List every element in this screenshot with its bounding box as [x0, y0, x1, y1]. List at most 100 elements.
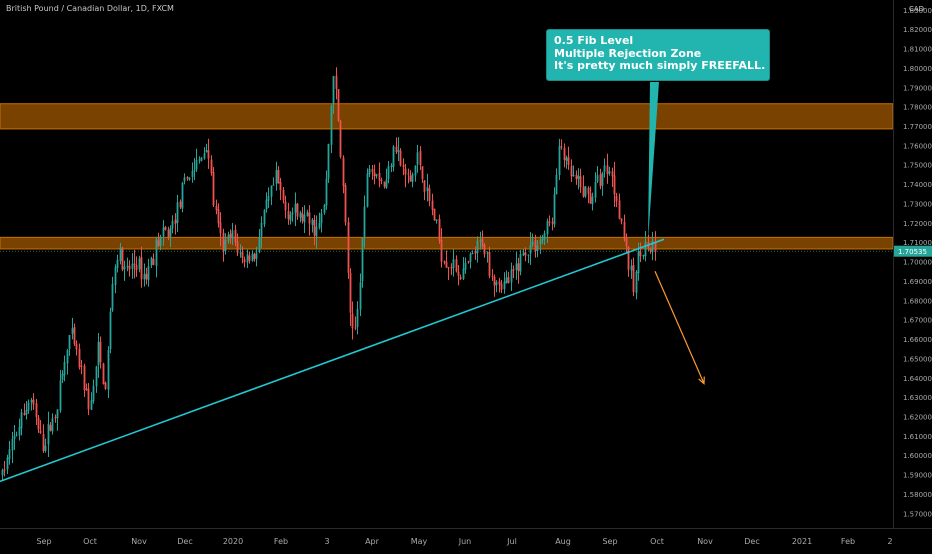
candle-body[interactable] — [87, 388, 90, 410]
candle-body[interactable] — [426, 187, 429, 191]
candle-body[interactable] — [579, 176, 582, 188]
candle-body[interactable] — [35, 403, 38, 418]
candle-body[interactable] — [275, 170, 278, 184]
candle-body[interactable] — [128, 265, 131, 270]
candle-body[interactable] — [452, 259, 455, 268]
candle-body[interactable] — [541, 238, 544, 241]
resistance-zone-2[interactable] — [0, 236, 894, 250]
candle-body[interactable] — [440, 239, 443, 262]
candle-body[interactable] — [162, 227, 165, 237]
candle-body[interactable] — [287, 211, 290, 220]
candle-body[interactable] — [227, 234, 230, 242]
candle-body[interactable] — [47, 423, 50, 445]
candle-body[interactable] — [325, 178, 328, 206]
candle-body[interactable] — [32, 399, 35, 405]
candle-body[interactable] — [546, 221, 549, 235]
candle-body[interactable] — [243, 259, 246, 263]
candle-body[interactable] — [150, 257, 153, 266]
candle-body[interactable] — [207, 150, 210, 159]
candle-body[interactable] — [143, 274, 146, 280]
candle-body[interactable] — [119, 247, 122, 262]
candle-body[interactable] — [368, 168, 371, 174]
candle-body[interactable] — [140, 257, 143, 280]
candle-body[interactable] — [68, 335, 71, 350]
candle-body[interactable] — [95, 366, 98, 387]
candle-body[interactable] — [78, 348, 81, 368]
candle-body[interactable] — [236, 241, 239, 253]
candle-body[interactable] — [515, 263, 518, 270]
candle-body[interactable] — [594, 182, 597, 198]
candle-body[interactable] — [531, 241, 534, 246]
candle-body[interactable] — [481, 238, 484, 247]
candle-body[interactable] — [8, 449, 11, 459]
candle-body[interactable] — [282, 189, 285, 201]
candle-body[interactable] — [354, 327, 357, 329]
candle-body[interactable] — [253, 254, 256, 260]
candle-body[interactable] — [176, 202, 179, 223]
candle-body[interactable] — [107, 349, 110, 390]
candle-body[interactable] — [54, 417, 57, 419]
candle-body[interactable] — [498, 281, 501, 285]
candle-body[interactable] — [543, 233, 546, 240]
candle-body[interactable] — [615, 195, 618, 202]
candle-body[interactable] — [59, 380, 62, 411]
candle-body[interactable] — [395, 146, 398, 153]
candle-body[interactable] — [378, 172, 381, 181]
candle-body[interactable] — [193, 169, 196, 171]
candle-body[interactable] — [306, 212, 309, 217]
candle-body[interactable] — [174, 219, 177, 224]
candle-body[interactable] — [1, 470, 4, 476]
candle-body[interactable] — [20, 412, 23, 429]
candle-body[interactable] — [335, 75, 338, 89]
candle-body[interactable] — [234, 229, 237, 243]
candle-body[interactable] — [359, 282, 362, 310]
candle-body[interactable] — [169, 228, 172, 237]
candle-body[interactable] — [512, 269, 515, 271]
candle-body[interactable] — [471, 252, 474, 254]
candle-body[interactable] — [534, 240, 537, 251]
candle-body[interactable] — [231, 230, 234, 239]
candle-body[interactable] — [433, 208, 436, 221]
candle-body[interactable] — [145, 273, 148, 280]
candle-body[interactable] — [635, 271, 638, 293]
candle-body[interactable] — [491, 275, 494, 277]
candle-body[interactable] — [527, 254, 530, 256]
candle-body[interactable] — [572, 175, 575, 177]
candle-body[interactable] — [476, 240, 479, 254]
candle-body[interactable] — [66, 350, 69, 364]
candle-body[interactable] — [560, 146, 563, 148]
candle-body[interactable] — [171, 220, 174, 229]
candle-body[interactable] — [311, 219, 314, 225]
candle-body[interactable] — [435, 219, 438, 222]
candle-body[interactable] — [387, 166, 390, 179]
candle-body[interactable] — [551, 222, 554, 224]
candle-body[interactable] — [198, 159, 201, 161]
candle-body[interactable] — [455, 259, 458, 272]
candle-body[interactable] — [224, 239, 227, 251]
candle-body[interactable] — [85, 388, 88, 390]
candle-body[interactable] — [147, 266, 150, 280]
candle-body[interactable] — [241, 252, 244, 259]
candle-body[interactable] — [313, 219, 316, 236]
candle-body[interactable] — [606, 165, 609, 175]
candle-body[interactable] — [409, 175, 412, 182]
candle-body[interactable] — [186, 177, 189, 179]
candle-body[interactable] — [263, 210, 266, 225]
candle-body[interactable] — [375, 174, 378, 177]
candle-body[interactable] — [639, 251, 642, 257]
candle-body[interactable] — [131, 263, 134, 269]
candle-body[interactable] — [431, 200, 434, 210]
candle-body[interactable] — [555, 174, 558, 195]
candle-body[interactable] — [459, 276, 462, 280]
candle-body[interactable] — [315, 226, 318, 237]
candle-body[interactable] — [164, 227, 167, 230]
candle-body[interactable] — [642, 254, 645, 257]
candle-body[interactable] — [272, 184, 275, 186]
candle-body[interactable] — [179, 201, 182, 208]
candle-body[interactable] — [469, 253, 472, 262]
candle-body[interactable] — [246, 254, 249, 263]
candle-body[interactable] — [392, 146, 395, 167]
candle-body[interactable] — [155, 239, 158, 266]
candle-body[interactable] — [416, 152, 419, 165]
